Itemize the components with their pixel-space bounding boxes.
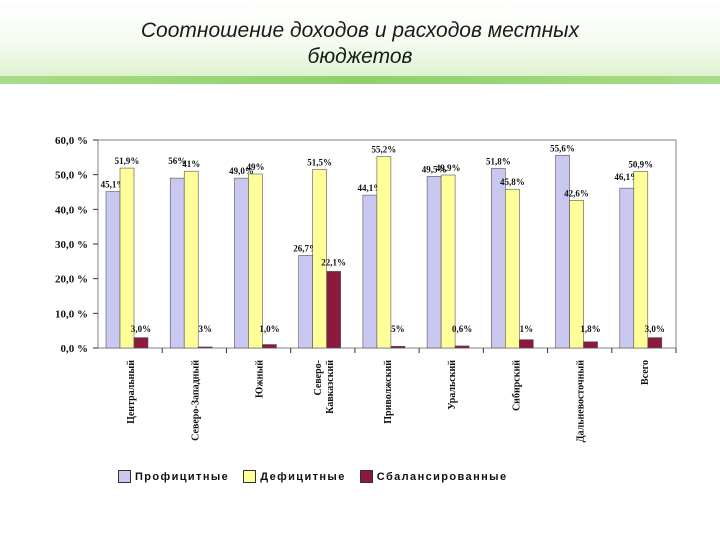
legend-item-deficit: Дефицитные	[243, 470, 346, 483]
x-tick-label: Кавказский	[325, 360, 336, 414]
bar-balanced	[454, 345, 470, 349]
data-label: 1%	[520, 324, 534, 334]
bar-surplus	[619, 187, 635, 349]
x-tick-label: Южный	[255, 360, 266, 398]
x-tick-label: Дальневосточный	[576, 360, 587, 443]
data-label: 26,7%	[293, 243, 318, 253]
bar-surplus	[169, 177, 185, 349]
data-label: 45,8%	[500, 177, 525, 187]
legend-swatch-surplus	[118, 470, 131, 483]
data-label: 45,1%	[101, 180, 126, 190]
chart-legend: Профицитные Дефицитные Сбалансированные	[118, 470, 507, 483]
bar-surplus	[105, 191, 121, 349]
bar-surplus	[298, 255, 313, 349]
data-label: 51,8%	[486, 156, 511, 166]
data-label: 51,5%	[307, 157, 332, 167]
data-label: 41%	[182, 159, 200, 169]
y-tick-label: 50,0 %	[55, 170, 88, 182]
y-tick-label: 10,0 %	[55, 308, 88, 320]
data-label: 55,2%	[372, 145, 397, 155]
bar-deficit	[183, 170, 199, 349]
bar-surplus	[491, 168, 506, 349]
y-tick-label: 40,0 %	[55, 204, 88, 216]
legend-swatch-deficit	[243, 470, 257, 483]
bar-balanced	[583, 341, 598, 349]
slide-title-line1: Соотношение доходов и расходов местных	[140, 19, 580, 42]
legend-label-deficit: Дефицитные	[260, 470, 346, 483]
bar-deficit	[569, 200, 584, 349]
data-label: 49%	[246, 162, 264, 172]
data-label: 56%	[168, 156, 186, 166]
bar-balanced	[390, 345, 406, 349]
data-label: 49,0%	[229, 166, 254, 176]
data-label: 1,8%	[580, 324, 600, 334]
bar-balanced	[262, 344, 277, 349]
data-label: 3,0%	[131, 324, 151, 334]
y-tick-label: 60,0 %	[55, 135, 88, 147]
data-label: 22,1%	[321, 257, 346, 267]
data-label: 49,9%	[436, 163, 461, 173]
data-label: 49,5%	[422, 164, 447, 174]
bar-deficit	[248, 173, 263, 349]
bar-deficit	[312, 169, 327, 349]
x-tick-label: Северо-Западный	[190, 360, 201, 441]
x-tick-label: Всего	[640, 360, 651, 385]
data-label: 0,6%	[452, 324, 472, 334]
bar-balanced	[647, 337, 663, 349]
data-label: 5%	[391, 324, 405, 334]
legend-label-balanced: Сбалансированные	[376, 470, 508, 483]
x-tick-label: Сибирский	[511, 360, 522, 411]
header-band	[0, 76, 720, 84]
y-tick-label: 30,0 %	[55, 239, 88, 251]
bar-deficit	[440, 174, 456, 349]
x-tick-label: Центральный	[126, 360, 137, 424]
data-label: 3%	[198, 324, 212, 334]
y-tick-label: 20,0 %	[55, 274, 88, 286]
bar-deficit	[376, 156, 392, 349]
header-background	[0, 0, 720, 82]
bar-surplus	[555, 154, 570, 349]
legend-item-surplus: Профицитные	[118, 470, 229, 483]
data-label: 44,1%	[358, 183, 383, 193]
bar-surplus	[362, 194, 378, 349]
bar-surplus	[234, 177, 249, 349]
legend-label-surplus: Профицитные	[135, 470, 230, 483]
slide-title: Соотношение доходов и расходов местных б…	[60, 18, 660, 70]
bar-balanced	[133, 337, 149, 349]
data-label: 42,6%	[564, 188, 589, 198]
x-tick-label: Приволжский	[383, 360, 394, 424]
bar-balanced	[519, 339, 534, 349]
y-tick-label: 0,0 %	[61, 343, 89, 355]
bar-balanced	[197, 346, 213, 349]
bar-deficit	[505, 188, 520, 349]
data-label: 46,1%	[614, 172, 639, 182]
data-label: 1,0%	[259, 324, 279, 334]
data-label: 50,9%	[628, 160, 653, 170]
data-label: 3,0%	[645, 324, 665, 334]
legend-swatch-balanced	[359, 470, 373, 483]
data-label: 51,9%	[115, 156, 140, 166]
bar-deficit	[633, 171, 649, 349]
legend-item-balanced: Сбалансированные	[359, 470, 508, 483]
x-tick-label: Северо-	[313, 360, 324, 396]
bar-deficit	[119, 167, 135, 349]
data-label: 55,6%	[550, 143, 575, 153]
slide-title-line2: бюджетов	[307, 45, 413, 68]
bar-surplus	[426, 176, 442, 349]
bar-balanced	[326, 271, 341, 349]
x-tick-label: Уральский	[447, 360, 458, 410]
